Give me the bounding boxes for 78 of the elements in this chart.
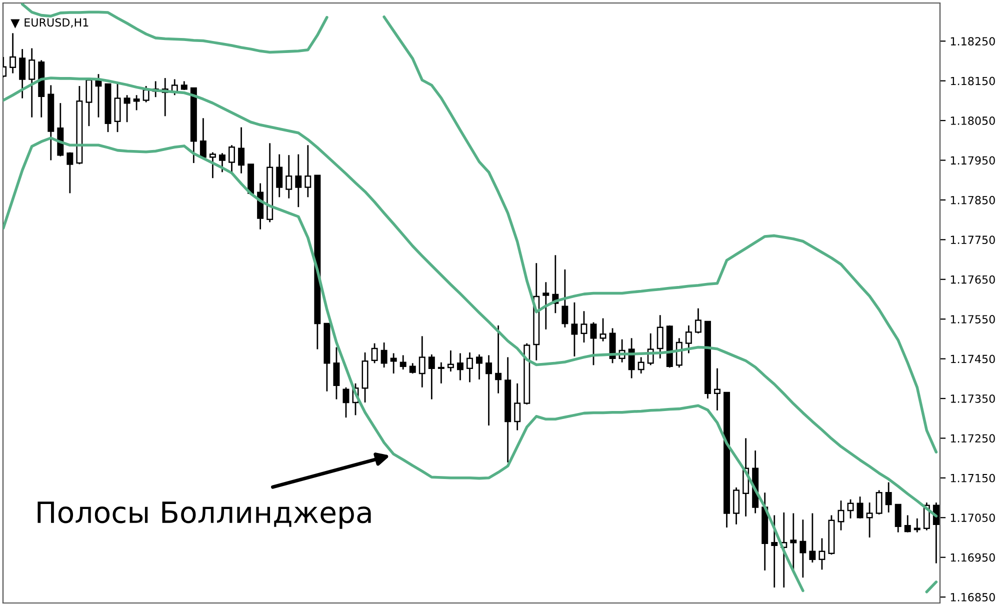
- y-tick-label: 1.16950: [950, 553, 995, 562]
- candlestick: [571, 302, 578, 358]
- candlestick: [228, 144, 235, 173]
- text: EURUSD,H1: [24, 18, 88, 28]
- candlestick: [600, 318, 606, 342]
- y-tick-label: 1.17650: [950, 275, 995, 284]
- y-tick-label: 1.18150: [950, 76, 995, 86]
- candlestick: [486, 354, 492, 426]
- candlestick: [656, 314, 664, 360]
- candlestick: [390, 352, 397, 374]
- candlestick: [200, 117, 206, 159]
- candlestick: [590, 322, 597, 366]
- annotation: Полосы Боллинджера: [38, 502, 371, 529]
- y-tick-label: 1.17550: [950, 315, 995, 324]
- candlestick: [66, 152, 74, 194]
- candlestick: [428, 354, 435, 400]
- candlestick: [86, 79, 92, 127]
- candlestick: [371, 342, 378, 364]
- candlestick: [295, 154, 302, 208]
- candlestick: [380, 342, 388, 368]
- candlestick: [28, 48, 36, 118]
- candlestick: [809, 512, 816, 564]
- y-tick-label: 1.17750: [950, 236, 995, 244]
- candlestick: [238, 126, 245, 174]
- candlestick: [838, 500, 844, 532]
- candlestick: [409, 362, 416, 374]
- candlestick: [456, 352, 464, 381]
- y-tick-label: 1.17950: [950, 156, 995, 165]
- candlestick: [771, 514, 778, 588]
- candlestick: [466, 352, 473, 383]
- candlestick: [638, 356, 644, 374]
- y-tick-label: 1.17350: [950, 394, 995, 403]
- y-tick-label: 1.16850: [950, 593, 995, 602]
- candlestick: [914, 518, 920, 534]
- candlestick: [800, 518, 806, 578]
- candlestick: [304, 144, 312, 198]
- candlestick: [209, 152, 216, 179]
- y-tick-label: 1.17250: [950, 434, 995, 443]
- candlestick: [19, 48, 26, 99]
- candlestick: [790, 512, 797, 572]
- candlestick: [856, 496, 864, 520]
- candlestick: [866, 502, 873, 538]
- candlestick: [142, 85, 150, 103]
- candlestick: [124, 94, 130, 123]
- candlestick: [476, 354, 482, 380]
- candlestick: [514, 382, 521, 431]
- candlestick: [342, 386, 350, 418]
- candlestick: [847, 498, 854, 520]
- candlestick: [133, 94, 140, 111]
- candlestick: [685, 324, 692, 354]
- candlestick: [333, 346, 340, 400]
- candlestick: [418, 335, 426, 388]
- candlestick: [438, 362, 444, 384]
- candlestick: [542, 281, 550, 330]
- y-tick-label: 1.17150: [950, 474, 995, 482]
- candlestick: [286, 154, 292, 200]
- candlestick: [580, 310, 588, 344]
- candlestick: [714, 368, 720, 412]
- candlestick: [904, 514, 911, 534]
- candlestick: [818, 538, 826, 570]
- y-tick-label: 1.17850: [950, 196, 995, 204]
- y-tick-label: 1.18250: [950, 37, 995, 46]
- candlestick: [694, 308, 702, 334]
- candlestick: [400, 354, 406, 370]
- y-tick-label: 1.17050: [950, 514, 995, 522]
- candlestick: [876, 490, 882, 516]
- candlestick: [894, 504, 902, 534]
- candlestick: [10, 32, 16, 74]
- candlestick: [276, 154, 283, 198]
- candlestick: [114, 82, 121, 133]
- candlestick: [218, 152, 226, 173]
- candlestick: [885, 482, 892, 514]
- candlestick: [495, 324, 502, 394]
- y-tick-label: 1.18050: [950, 116, 995, 125]
- y-tick-label: 1.17450: [950, 354, 995, 364]
- candlestick: [562, 268, 568, 328]
- candlestick: [733, 486, 740, 526]
- candlestick: [447, 350, 454, 372]
